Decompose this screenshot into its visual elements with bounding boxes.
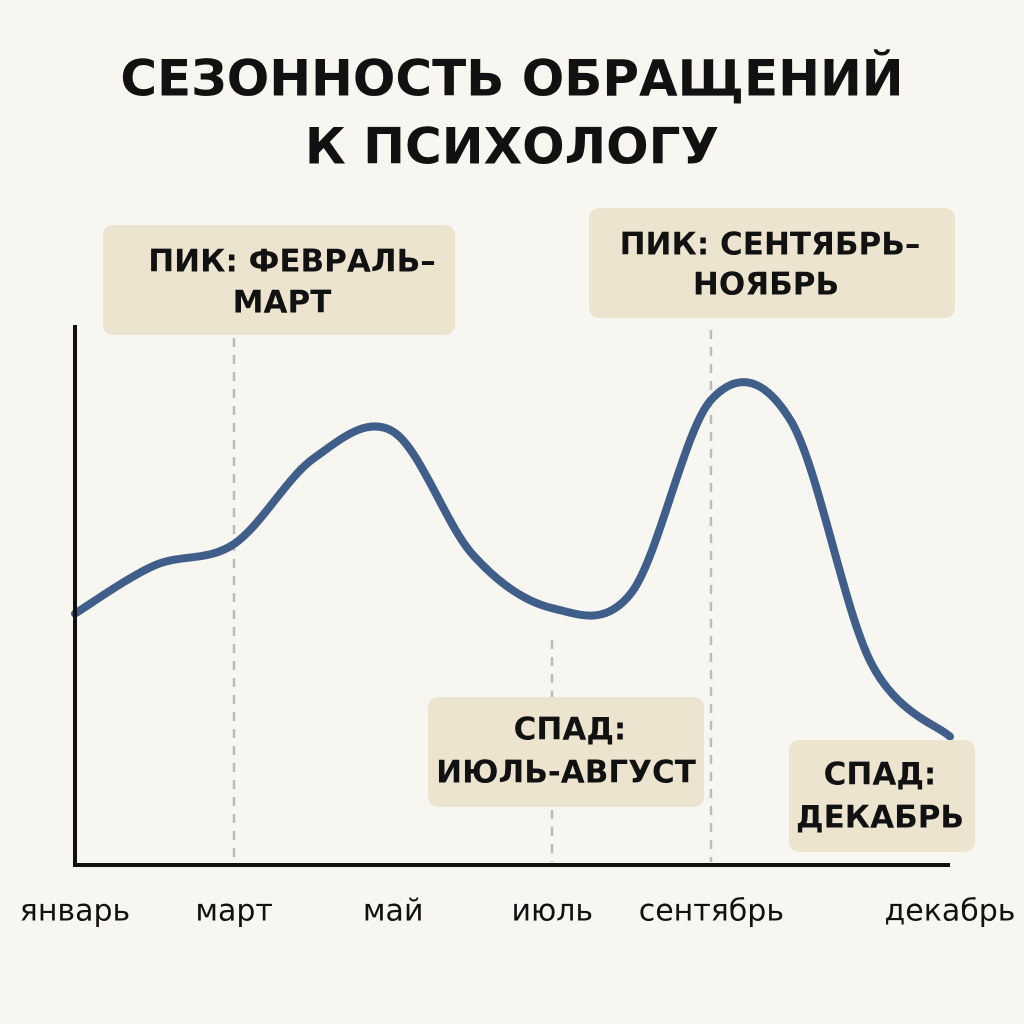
x-tick-label: май	[363, 894, 424, 929]
annotation-text: МАРТ	[233, 285, 332, 321]
annotation-box	[428, 697, 704, 807]
annotation-text: ДЕКАБРЬ	[796, 800, 964, 836]
annotation: СПАД: ИЮЛЬ-АВГУСТ	[428, 697, 704, 807]
annotation-text: ИЮЛЬ-АВГУСТ	[436, 755, 696, 791]
x-tick-label: июль	[511, 894, 593, 929]
x-tick-label: январь	[20, 894, 130, 929]
x-tick-label: март	[195, 894, 273, 929]
annotation-text: СПАД:	[824, 757, 937, 793]
annotation-text: ПИК: ФЕВРАЛЬ–	[148, 244, 436, 280]
annotation-text: НОЯБРЬ	[693, 267, 839, 303]
plot	[71, 378, 954, 741]
annotation-box	[103, 225, 455, 335]
annotation-text: СПАД:	[514, 712, 627, 748]
annotation: ПИК: ФЕВРАЛЬ– МАРТ	[103, 225, 455, 335]
chart-title: СЕЗОННОСТЬ ОБРАЩЕНИЙ	[120, 49, 903, 108]
annotation-text: ПИК: СЕНТЯБРЬ–	[620, 227, 921, 263]
line	[71, 378, 954, 741]
annotation: СПАД: ДЕКАБРЬ	[789, 740, 975, 852]
annotation-box	[589, 208, 955, 318]
x-tick-label: сентябрь	[639, 894, 784, 929]
x-tick-label: декабрь	[885, 894, 1016, 929]
annotation-box	[789, 740, 975, 852]
chart-title: К ПСИХОЛОГУ	[305, 118, 719, 176]
annotation: ПИК: СЕНТЯБРЬ– НОЯБРЬ	[589, 208, 955, 318]
